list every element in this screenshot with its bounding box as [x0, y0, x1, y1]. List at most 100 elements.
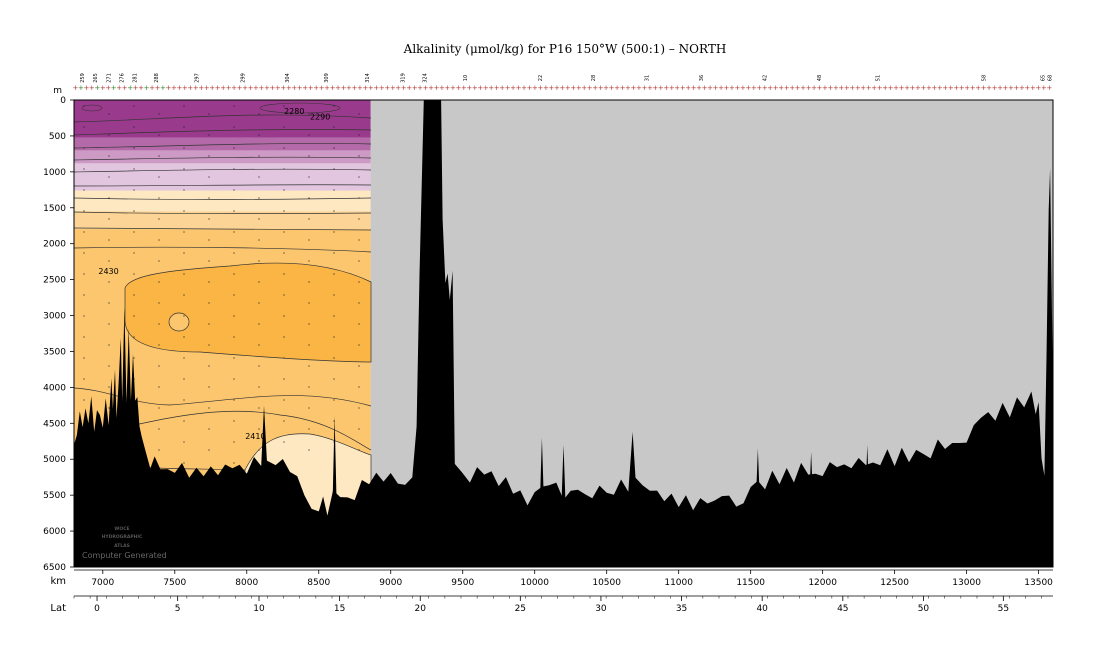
y-tick-label: 6000 — [43, 527, 66, 537]
watermark-computer-generated: Computer Generated — [82, 551, 167, 560]
station-label: 319 — [400, 73, 406, 83]
station-marker: + — [587, 84, 593, 92]
sample-point — [208, 281, 210, 283]
sample-point — [333, 294, 335, 296]
sample-point — [358, 302, 360, 304]
sample-point — [258, 344, 260, 346]
y-tick-label: 500 — [49, 132, 66, 142]
sample-point — [133, 294, 135, 296]
sample-point — [358, 176, 360, 178]
sample-point — [333, 147, 335, 149]
station-label: 22 — [538, 75, 544, 81]
station-marker: + — [603, 84, 609, 92]
station-label: 281 — [133, 73, 139, 83]
station-marker: + — [702, 84, 708, 92]
sample-point — [358, 260, 360, 262]
sample-point — [208, 260, 210, 262]
sample-point — [208, 197, 210, 199]
sample-point — [208, 449, 210, 451]
station-marker: + — [532, 84, 538, 92]
station-marker: + — [598, 84, 604, 92]
station-marker: + — [570, 84, 576, 92]
sample-point — [208, 113, 210, 115]
sample-point — [308, 134, 310, 136]
station-marker: + — [1041, 84, 1047, 92]
station-marker: + — [680, 84, 686, 92]
station-marker: + — [636, 84, 642, 92]
station-marker: + — [428, 84, 434, 92]
lat-tick-label: 5 — [175, 604, 181, 614]
station-marker: + — [324, 84, 330, 92]
lat-tick-label: 10 — [253, 604, 265, 614]
color-band — [74, 137, 371, 151]
station-marker: + — [176, 84, 182, 92]
station-marker: + — [220, 84, 226, 92]
sample-point — [208, 155, 210, 157]
station-marker: + — [133, 84, 139, 92]
sample-point — [158, 323, 160, 325]
sample-point — [208, 134, 210, 136]
sample-point — [108, 386, 110, 388]
sample-point — [208, 407, 210, 409]
station-marker: + — [1024, 84, 1030, 92]
station-label: 299 — [241, 73, 247, 83]
station-marker: + — [795, 84, 801, 92]
station-marker: + — [827, 84, 833, 92]
sample-point — [108, 218, 110, 220]
y-tick-label: 4500 — [43, 419, 66, 429]
local-min-contour — [168, 312, 190, 332]
km-tick-label: 7500 — [163, 578, 186, 588]
y-axis-unit-label: m — [53, 86, 62, 96]
station-marker: + — [434, 84, 440, 92]
sample-point — [283, 231, 285, 233]
sample-point — [83, 294, 85, 296]
sample-point — [308, 155, 310, 157]
sample-point — [133, 147, 135, 149]
sample-point — [233, 231, 235, 233]
contour-line — [73, 246, 372, 253]
station-marker: + — [734, 84, 740, 92]
station-marker: + — [111, 84, 117, 92]
station-marker: + — [204, 84, 210, 92]
lat-axis-label: Lat — [50, 603, 66, 614]
sample-point — [233, 357, 235, 359]
sample-point — [233, 399, 235, 401]
seamount-spike — [755, 448, 760, 503]
sample-point — [258, 281, 260, 283]
sample-point — [258, 155, 260, 157]
station-marker: + — [844, 84, 850, 92]
contour-label: 2430 — [98, 267, 118, 276]
km-tick-label: 9000 — [379, 578, 402, 588]
station-marker: + — [893, 84, 899, 92]
station-marker: + — [209, 84, 215, 92]
sample-point — [183, 294, 185, 296]
sample-point — [233, 462, 235, 464]
station-marker: + — [548, 84, 554, 92]
sample-point — [233, 294, 235, 296]
station-marker: + — [527, 84, 533, 92]
station-marker: + — [767, 84, 773, 92]
sample-point — [258, 365, 260, 367]
station-marker: + — [198, 84, 204, 92]
sample-point — [333, 378, 335, 380]
sample-point — [108, 323, 110, 325]
sample-point — [233, 378, 235, 380]
y-tick-label: 2500 — [43, 276, 66, 286]
station-marker: + — [373, 84, 379, 92]
sample-point — [358, 344, 360, 346]
sample-point — [283, 168, 285, 170]
surface-eddy-contour — [81, 104, 103, 112]
sample-point — [283, 378, 285, 380]
contour-line — [73, 129, 372, 136]
station-label: 51 — [876, 75, 882, 81]
station-marker: + — [986, 84, 992, 92]
station-marker: + — [641, 84, 647, 92]
sample-point — [358, 365, 360, 367]
station-marker: + — [237, 84, 243, 92]
sample-point — [83, 399, 85, 401]
station-marker: + — [395, 84, 401, 92]
station-marker: + — [740, 84, 746, 92]
sample-point — [208, 218, 210, 220]
sample-point — [283, 105, 285, 107]
